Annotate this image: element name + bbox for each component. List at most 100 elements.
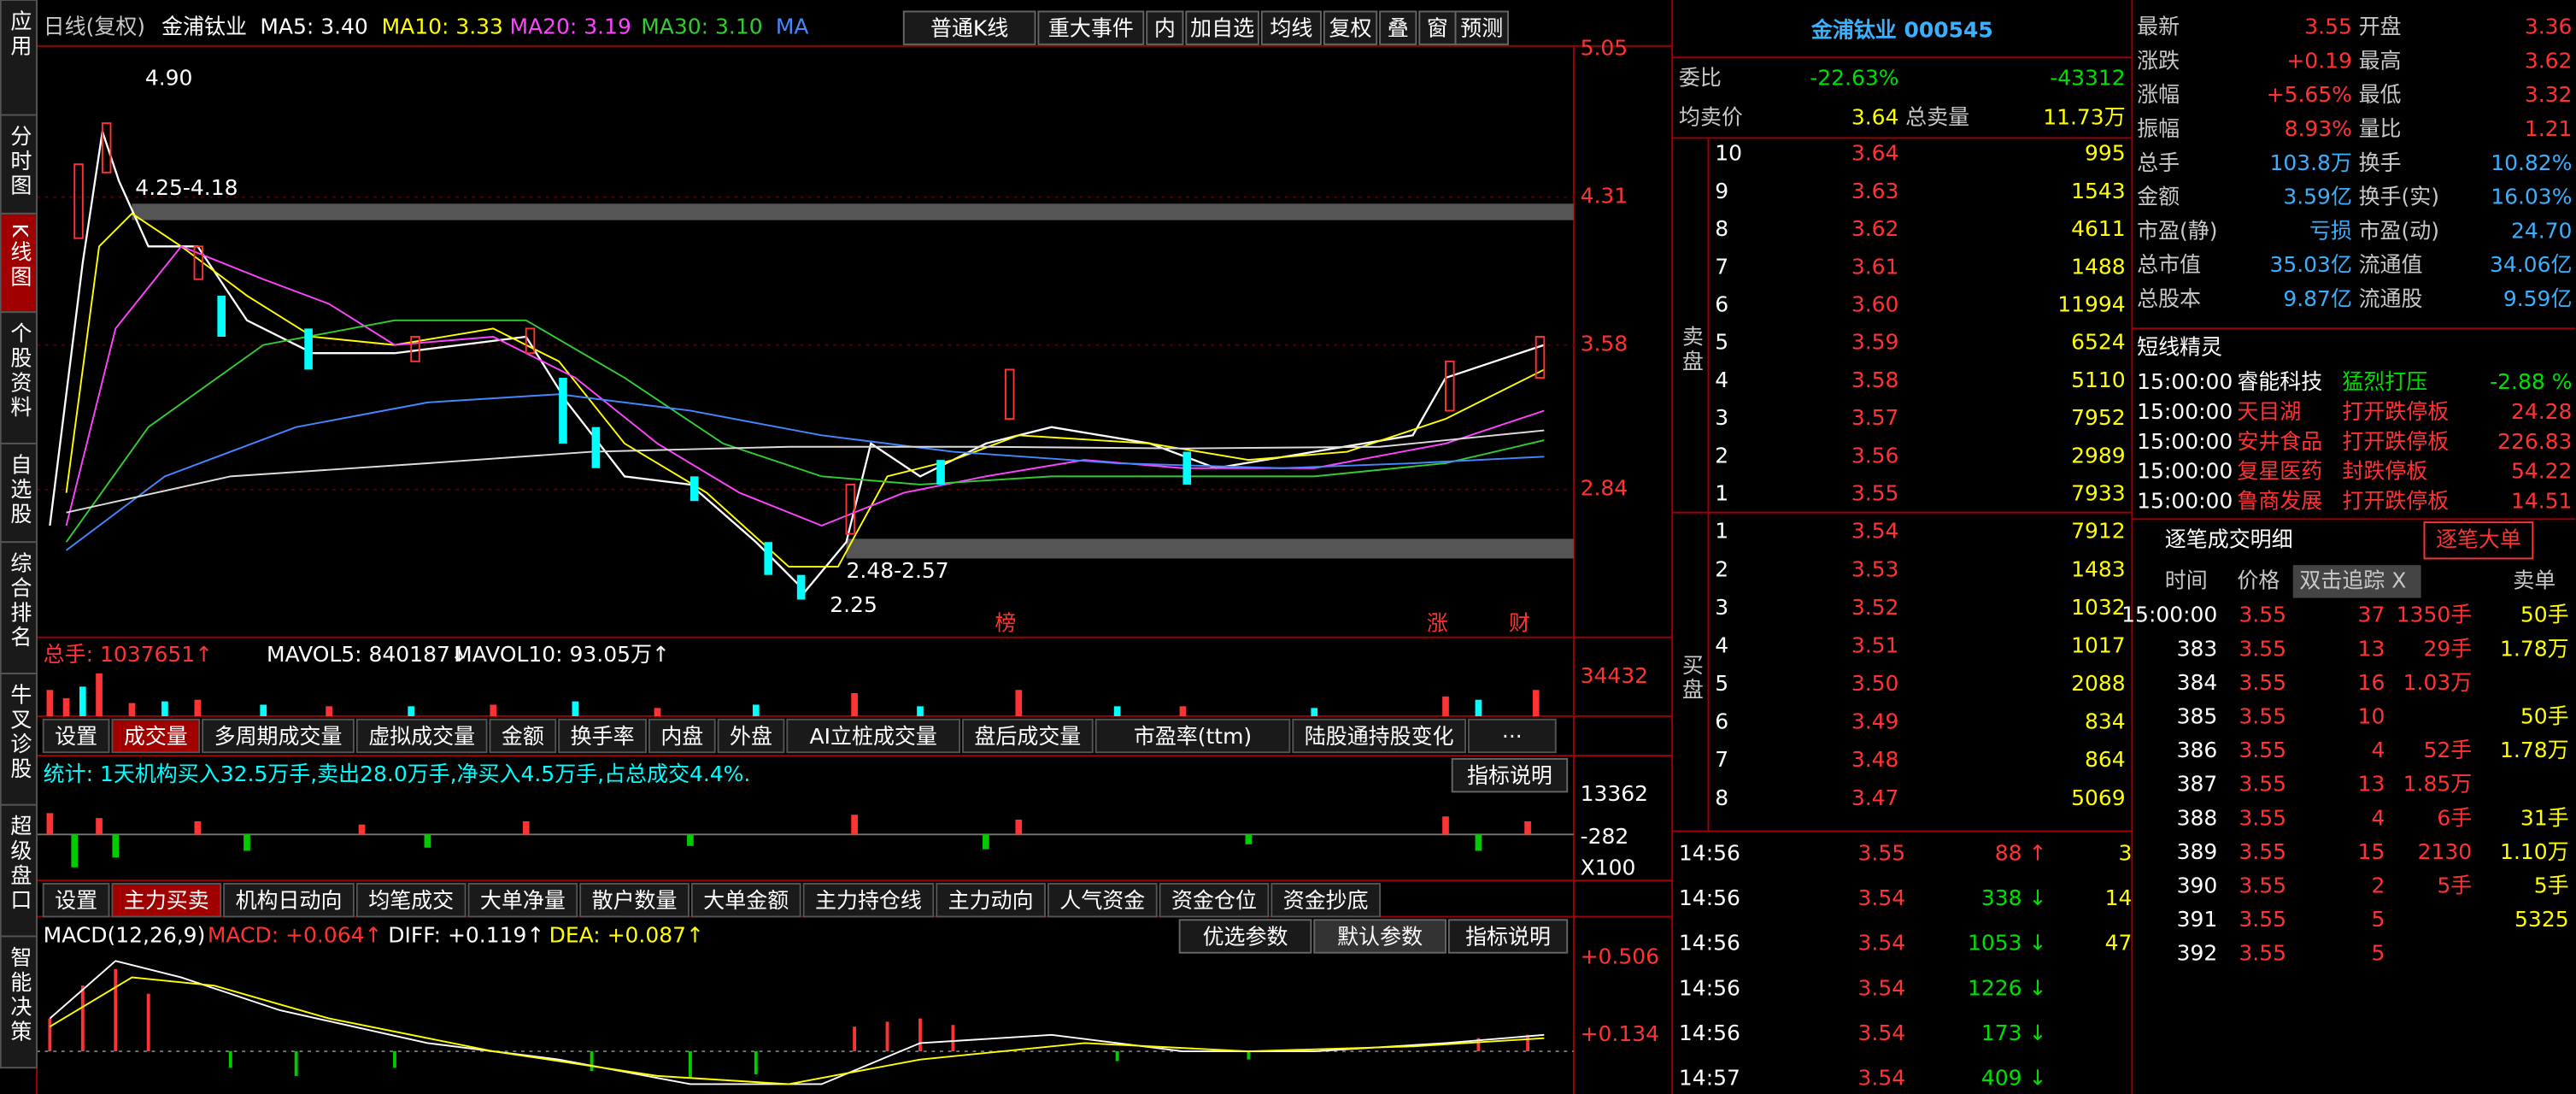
tab-bg[interactable]: [648, 718, 716, 754]
sidebar-tab[interactable]: 综合排名: [8, 552, 32, 650]
stat-label: 最新: [2137, 15, 2180, 39]
toolbar-button-bg[interactable]: [1185, 10, 1259, 45]
indicator-tab[interactable]: 换手率: [571, 724, 635, 749]
tab-bg[interactable]: [467, 883, 578, 918]
sidebar-tab[interactable]: 应用: [8, 10, 32, 60]
indicator-tab[interactable]: 设置: [55, 888, 97, 913]
tab-bg[interactable]: [1094, 718, 1291, 754]
toolbar-button[interactable]: 加自选: [1190, 16, 1254, 41]
toolbar-button-bg[interactable]: [1146, 10, 1184, 45]
tab-bg[interactable]: [558, 718, 647, 754]
level-volume: 5110: [2071, 368, 2126, 392]
sidebar-tab[interactable]: 分时图: [8, 125, 32, 199]
stat-value: 10.82%: [2491, 150, 2572, 175]
indicator-tab[interactable]: ···: [1502, 724, 1523, 749]
tab-bg[interactable]: [1467, 718, 1557, 754]
sidebar-tab[interactable]: 牛叉诊股: [8, 684, 32, 782]
indicator-tab[interactable]: 内盘: [660, 724, 703, 749]
toolbar-button-bg[interactable]: [1454, 10, 1509, 45]
toolbar-button[interactable]: 预测: [1460, 16, 1503, 41]
toolbar-button-bg[interactable]: [1379, 10, 1417, 45]
tab-bg[interactable]: [1270, 883, 1382, 918]
tab-bg[interactable]: [1292, 718, 1467, 754]
tab-bg[interactable]: [717, 718, 785, 754]
tab-bg[interactable]: [579, 883, 689, 918]
tab-bg[interactable]: [111, 718, 201, 754]
tab-bg[interactable]: [786, 718, 961, 754]
stat-label: 流通股: [2359, 286, 2423, 311]
toolbar-button-bg[interactable]: [1037, 10, 1145, 45]
column-header[interactable]: 双击追踪 X: [2299, 568, 2406, 592]
tab-bg[interactable]: [355, 718, 488, 754]
button[interactable]: 默认参数: [1337, 924, 1423, 949]
indicator-tab[interactable]: 资金抄底: [1283, 888, 1369, 913]
toolbar-button[interactable]: 窗: [1427, 16, 1448, 41]
sidebar-tab[interactable]: 自选股: [8, 453, 32, 527]
indicator-tab[interactable]: 主力买卖: [124, 888, 209, 913]
indicator-tab[interactable]: 多周期成交量: [214, 724, 343, 749]
indicator-tab[interactable]: 市盈率(ttm): [1134, 724, 1252, 749]
indicator-tab[interactable]: 陆股通持股变化: [1305, 724, 1454, 749]
indicator-tab[interactable]: 资金仓位: [1171, 888, 1257, 913]
toolbar-button[interactable]: 叠: [1388, 16, 1409, 41]
tab-bg[interactable]: [961, 718, 1094, 754]
tick-count: 13: [2358, 636, 2385, 661]
toolbar-button-bg[interactable]: [1323, 10, 1378, 45]
tab-bg[interactable]: [111, 883, 222, 918]
tab-bg[interactable]: [1047, 883, 1158, 918]
toolbar-button-bg[interactable]: [902, 10, 1036, 45]
button-bg[interactable]: [1178, 919, 1312, 954]
tab-bg[interactable]: [802, 883, 935, 918]
tab-bg[interactable]: [489, 718, 557, 754]
toolbar-button[interactable]: 复权: [1329, 16, 1372, 41]
button[interactable]: 指标说明: [1467, 763, 1552, 788]
tab-bg[interactable]: [936, 883, 1047, 918]
indicator-tab[interactable]: 主力动向: [948, 888, 1034, 913]
button-bg[interactable]: [1313, 919, 1446, 954]
tab-bg[interactable]: [202, 718, 355, 754]
indicator-tab[interactable]: 金额: [502, 724, 544, 749]
sidebar-tab[interactable]: 个股资料: [8, 322, 32, 421]
toolbar-button[interactable]: 内: [1154, 16, 1176, 41]
sidebar-tab[interactable]: 超级盘口: [8, 815, 32, 913]
tab-bg[interactable]: [1159, 883, 1270, 918]
toolbar-button[interactable]: 重大事件: [1048, 16, 1134, 41]
button-bg[interactable]: [1451, 757, 1569, 793]
macd-lines: [36, 960, 1574, 1085]
tab-bg[interactable]: [42, 718, 110, 754]
indicator-tab[interactable]: 均笔成交: [368, 888, 454, 913]
sidebar-tab[interactable]: 智能决策: [8, 946, 32, 1044]
indicator-tab[interactable]: 外盘: [730, 724, 772, 749]
toolbar-button[interactable]: 均线: [1270, 16, 1312, 41]
level-price: 3.55: [1851, 480, 1899, 505]
indicator-tab[interactable]: 虚拟成交量: [368, 724, 475, 749]
indicator-tab[interactable]: 大单净量: [480, 888, 566, 913]
level: 7: [1715, 747, 1728, 772]
volume-total: 总手: 1037651↑: [44, 642, 213, 667]
indicator-tab[interactable]: 散户数量: [592, 888, 678, 913]
toolbar-button-bg[interactable]: [1260, 10, 1322, 45]
button-bg[interactable]: [1447, 919, 1569, 954]
indicator-tab[interactable]: 盘后成交量: [974, 724, 1081, 749]
toolbar-button[interactable]: 普通K线: [930, 16, 1008, 41]
indicator-tab[interactable]: 大单金额: [703, 888, 789, 913]
gap-band: [132, 203, 1574, 221]
tab-bg[interactable]: [223, 883, 355, 918]
indicator-tab[interactable]: 主力持仓线: [815, 888, 922, 913]
tick-price: 3.55: [2239, 839, 2286, 864]
indicator-tab[interactable]: 设置: [55, 724, 97, 749]
tab-bg[interactable]: [690, 883, 801, 918]
price-grid: [36, 196, 1574, 491]
button[interactable]: 指标说明: [1465, 924, 1551, 949]
sidebar-tab[interactable]: K线图: [8, 223, 32, 290]
indicator-tab[interactable]: AI立桩成交量: [810, 724, 937, 749]
indicator-tab[interactable]: 人气资金: [1059, 888, 1145, 913]
stat-value: 1.21: [2525, 116, 2573, 141]
indicator-tab[interactable]: 机构日动向: [236, 888, 343, 913]
big-order-tab[interactable]: 逐笔大单: [2436, 526, 2521, 551]
tab-bg[interactable]: [355, 883, 466, 918]
level-volume: 1483: [2071, 556, 2126, 581]
indicator-tab[interactable]: 成交量: [124, 724, 188, 749]
button[interactable]: 优选参数: [1203, 924, 1288, 949]
tab-bg[interactable]: [42, 883, 110, 918]
